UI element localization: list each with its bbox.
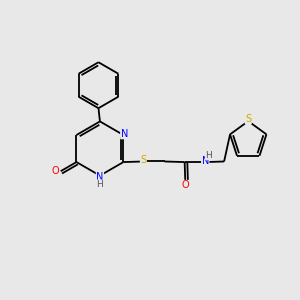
Text: H: H	[206, 151, 212, 160]
Text: O: O	[52, 166, 59, 176]
Text: O: O	[182, 180, 189, 190]
Text: S: S	[140, 155, 146, 165]
Text: N: N	[202, 156, 209, 166]
Text: H: H	[97, 180, 103, 189]
Text: N: N	[121, 129, 128, 139]
Text: S: S	[245, 114, 251, 124]
Text: N: N	[96, 172, 103, 182]
